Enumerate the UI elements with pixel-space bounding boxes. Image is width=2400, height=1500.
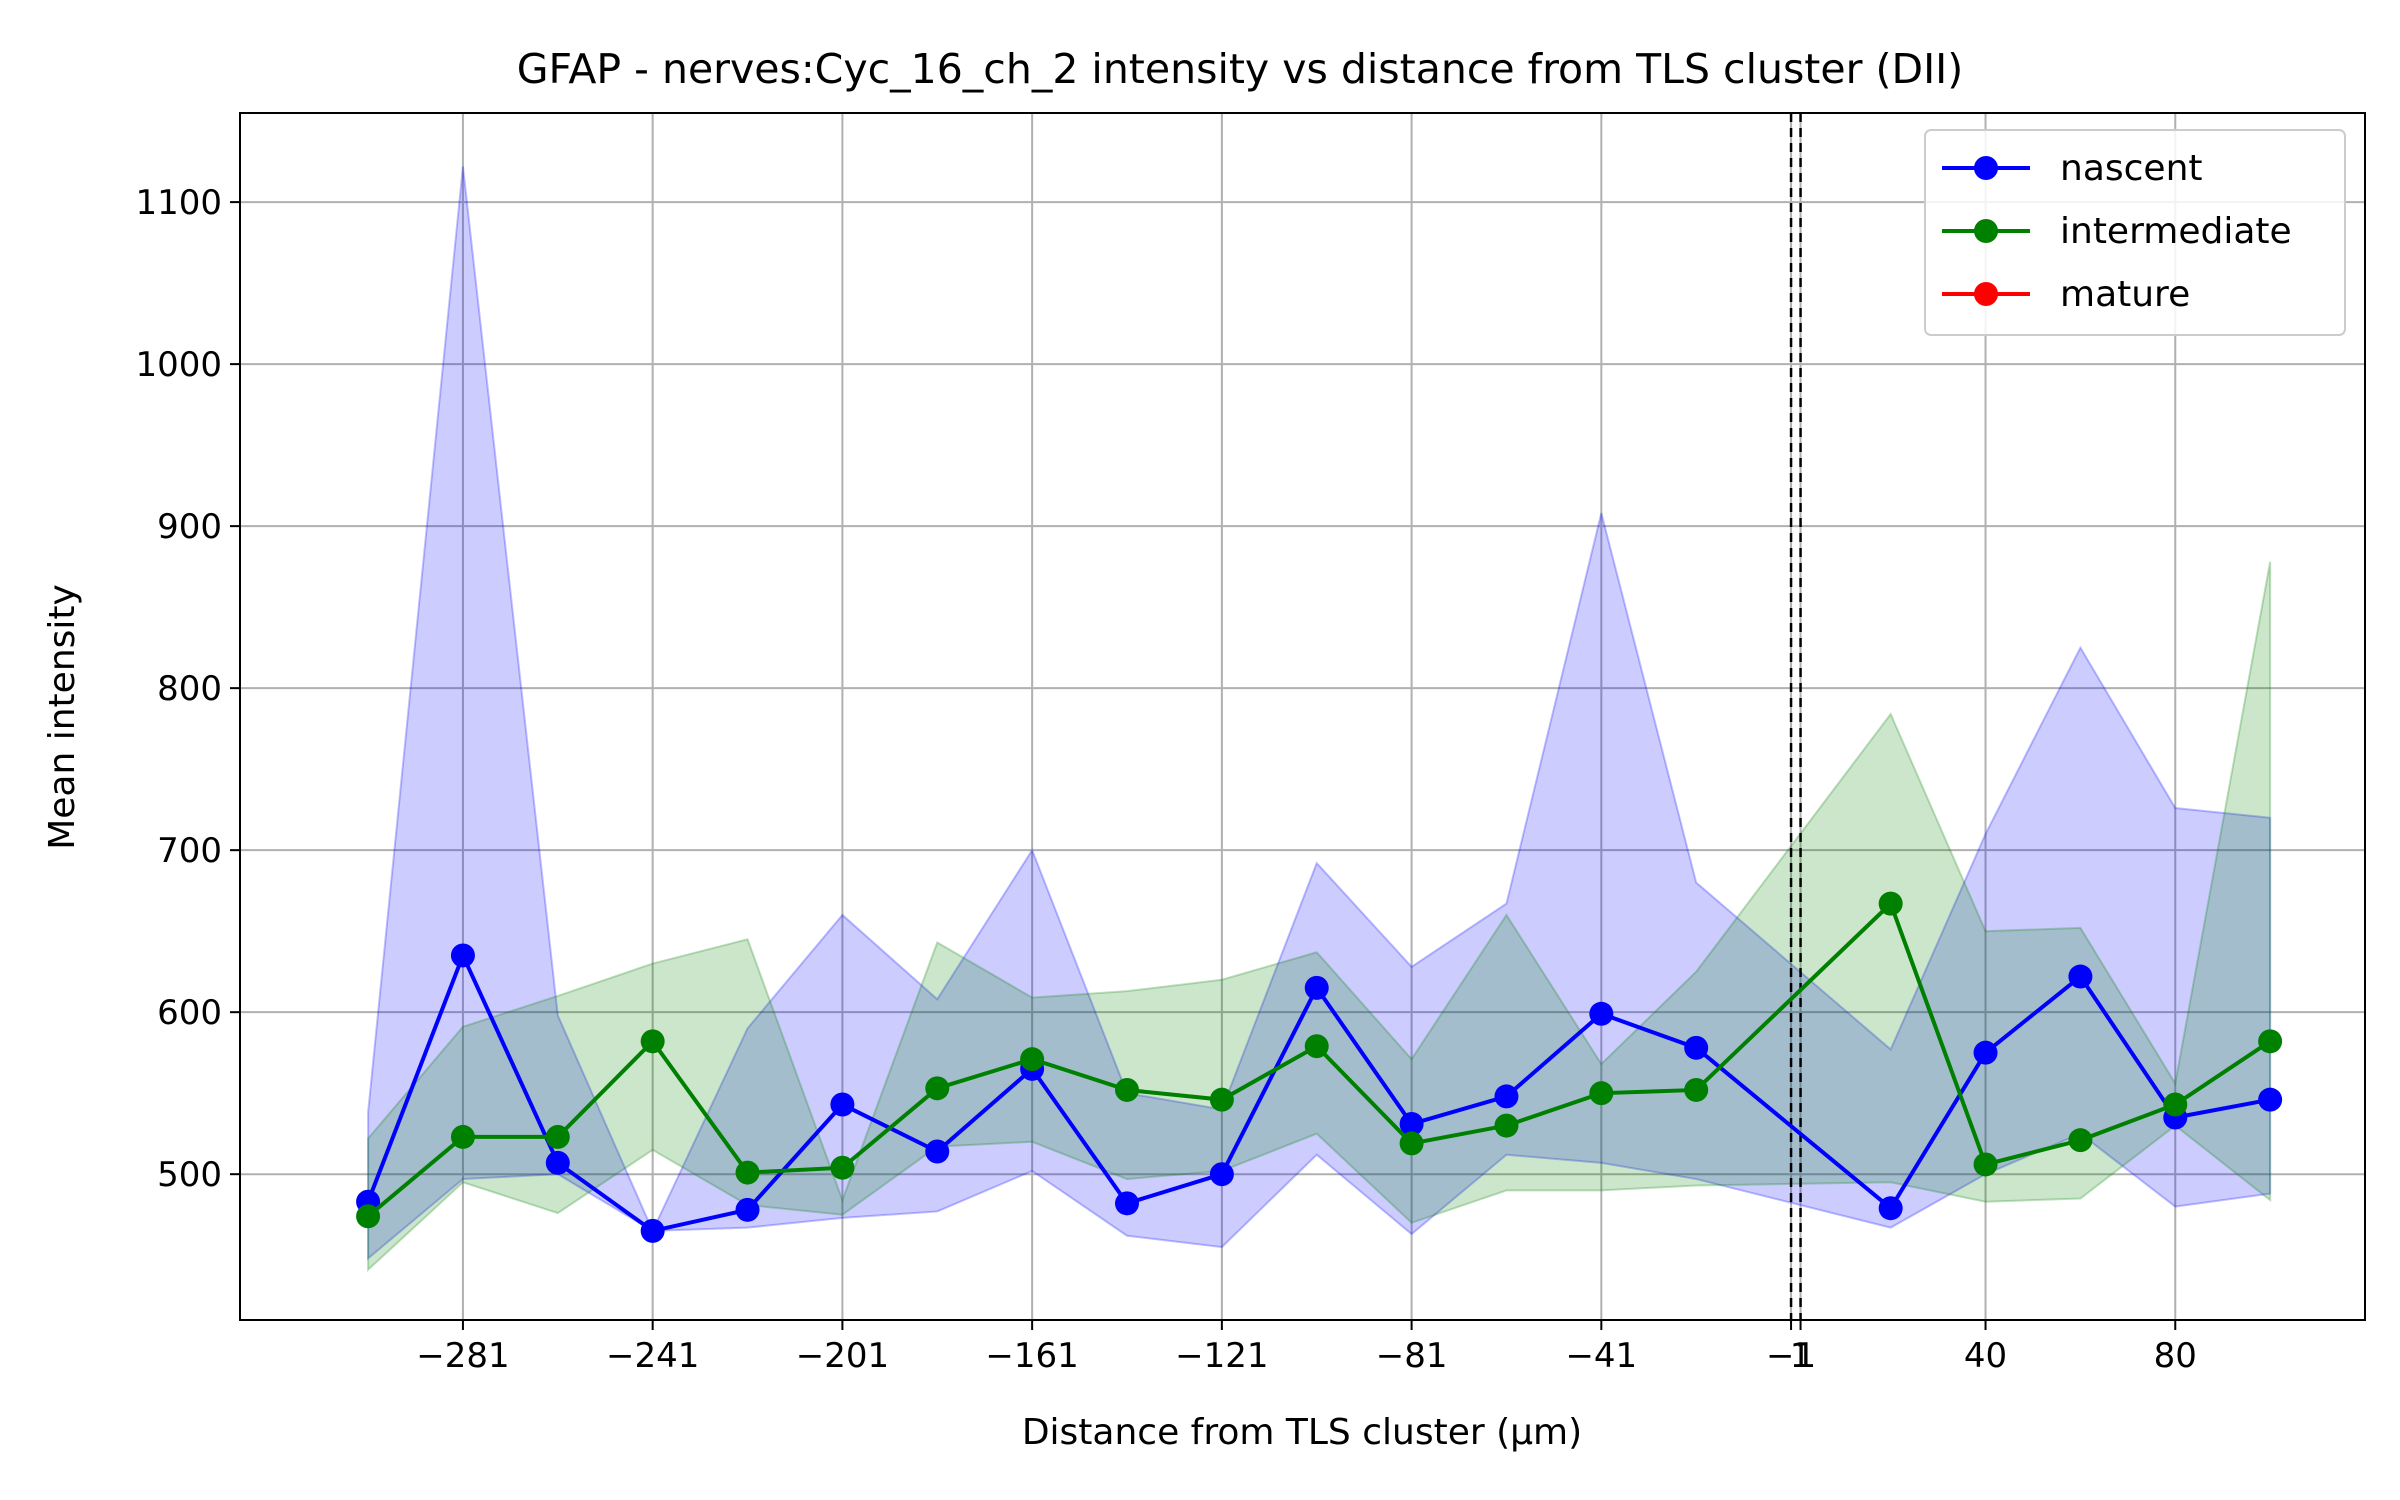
reference-lines	[1789, 113, 1802, 1320]
x-tick-label: 80	[2154, 1336, 2197, 1376]
legend-entry-intermediate: intermediate	[1942, 211, 2292, 252]
point-intermediate	[545, 1124, 570, 1149]
legend-entry-mature: mature	[1942, 274, 2190, 315]
point-intermediate	[1209, 1087, 1234, 1112]
series-lines	[356, 891, 2283, 1243]
x-tick-label: −241	[606, 1336, 699, 1376]
legend-label: mature	[2060, 274, 2190, 315]
point-intermediate	[2258, 1029, 2283, 1054]
y-tick-label: 900	[157, 507, 222, 547]
point-intermediate	[1684, 1077, 1709, 1102]
point-nascent	[1209, 1162, 1234, 1187]
point-nascent	[1304, 975, 1329, 1000]
plot-frame	[239, 112, 2366, 1321]
y-tick-label: 1000	[135, 345, 222, 385]
series-intermediate	[356, 891, 2283, 1229]
legend-label: nascent	[2060, 148, 2203, 189]
x-tick-label: −81	[1376, 1336, 1448, 1376]
x-tick-label: 1	[1790, 1336, 1812, 1376]
legend: nascent intermediate mature	[1924, 129, 2346, 336]
point-nascent	[735, 1197, 760, 1222]
x-tick-label: −281	[416, 1336, 509, 1376]
point-nascent	[1494, 1084, 1519, 1109]
point-intermediate	[2068, 1128, 2093, 1153]
legend-marker	[1974, 219, 1998, 243]
x-tick-label: −41	[1565, 1336, 1637, 1376]
y-tick-label: 500	[157, 1155, 222, 1195]
point-nascent	[1399, 1111, 1424, 1136]
point-nascent	[925, 1139, 950, 1164]
line-intermediate	[366, 900, 2272, 1218]
y-tick-label: 1100	[135, 183, 222, 223]
x-tick-label: −1	[1766, 1336, 1816, 1376]
point-intermediate	[450, 1124, 475, 1149]
point-nascent	[1878, 1196, 1903, 1221]
point-intermediate	[1399, 1131, 1424, 1156]
point-nascent	[545, 1150, 570, 1175]
point-intermediate	[640, 1029, 665, 1054]
point-intermediate	[1973, 1152, 1998, 1177]
point-intermediate	[2163, 1092, 2188, 1117]
point-intermediate	[1589, 1081, 1614, 1106]
x-tick-label: 40	[1964, 1336, 2007, 1376]
x-axis: −281 −241 −201 −161 −121 −81 −41 −11 40 80	[416, 1320, 2197, 1376]
y-tick-label: 600	[157, 993, 222, 1033]
point-nascent	[2068, 964, 2093, 989]
legend-label: intermediate	[2060, 211, 2292, 252]
y-tick-label: 700	[157, 831, 222, 871]
point-intermediate	[925, 1076, 950, 1101]
point-intermediate	[830, 1155, 855, 1180]
point-intermediate	[1878, 891, 1903, 916]
point-nascent	[640, 1218, 665, 1243]
legend-entry-nascent: nascent	[1942, 148, 2203, 189]
point-intermediate	[1304, 1034, 1329, 1059]
point-nascent	[830, 1092, 855, 1117]
point-nascent	[1684, 1035, 1709, 1060]
y-tick-label: 800	[157, 669, 222, 709]
point-nascent	[1114, 1191, 1139, 1216]
chart-title: GFAP - nerves:Cyc_16_ch_2 intensity vs d…	[517, 45, 1964, 93]
confidence-bands	[367, 166, 2272, 1273]
point-intermediate	[1494, 1113, 1519, 1138]
x-axis-label: Distance from TLS cluster (μm)	[1022, 1412, 1582, 1453]
band-nascent	[367, 166, 2272, 1261]
series-nascent	[356, 943, 2283, 1243]
band-intermediate	[367, 561, 2272, 1273]
legend-marker	[1974, 156, 1998, 180]
point-nascent	[1589, 1001, 1614, 1026]
point-intermediate	[356, 1204, 381, 1229]
point-nascent	[450, 943, 475, 968]
point-intermediate	[1114, 1077, 1139, 1102]
line-nascent	[366, 950, 2271, 1234]
legend-box	[1924, 129, 2346, 336]
y-axis-label: Mean intensity	[42, 584, 83, 850]
x-tick-label: −121	[1175, 1336, 1268, 1376]
x-tick-label: −161	[985, 1336, 1078, 1376]
legend-marker	[1974, 282, 1998, 306]
point-intermediate	[735, 1160, 760, 1185]
y-axis: 500 600 700 800 900 1000 1100	[135, 183, 240, 1195]
point-nascent	[1973, 1040, 1998, 1065]
x-tick-label: −201	[796, 1336, 889, 1376]
point-nascent	[2258, 1087, 2283, 1112]
point-intermediate	[1020, 1047, 1045, 1072]
